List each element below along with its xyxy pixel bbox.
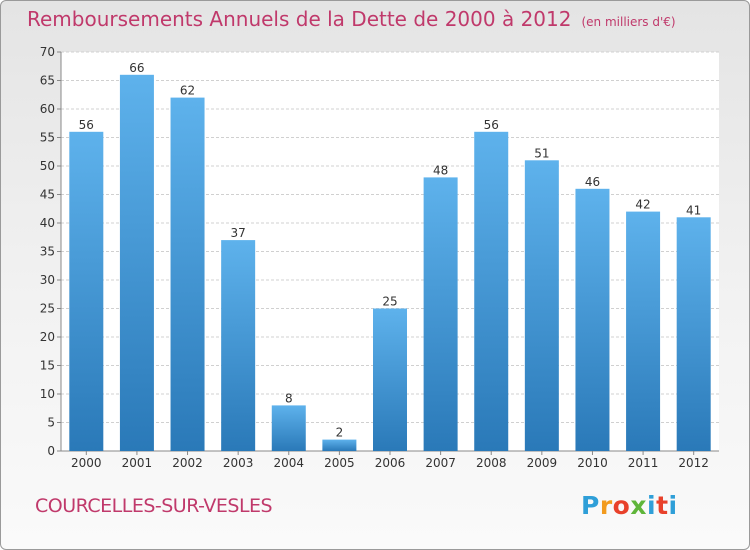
y-tick-label: 25 <box>40 302 55 316</box>
y-tick-label: 0 <box>47 444 55 458</box>
data-label-2003: 37 <box>231 226 246 240</box>
x-tick-label-2002: 2002 <box>172 456 203 470</box>
x-tick-label-2011: 2011 <box>628 456 659 470</box>
chart-title-text: Remboursements Annuels de la Dette de 20… <box>27 7 572 31</box>
y-tick-label: 15 <box>40 359 55 373</box>
y-tick-label: 20 <box>40 330 55 344</box>
bar-2001 <box>119 74 154 452</box>
x-tick-label-2009: 2009 <box>527 456 558 470</box>
bar-2006 <box>373 308 407 451</box>
data-label-2002: 62 <box>180 84 195 98</box>
y-tick-label: 40 <box>40 216 55 230</box>
bar-2011 <box>626 211 661 451</box>
x-tick-label-2003: 2003 <box>223 456 254 470</box>
bar-2003 <box>221 240 256 451</box>
proxiti-logo: Proxiti <box>581 491 678 520</box>
data-label-2009: 51 <box>534 146 549 160</box>
x-tick-label-2008: 2008 <box>476 456 507 470</box>
bar-2002 <box>170 97 205 451</box>
x-tick-label-2001: 2001 <box>122 456 153 470</box>
bar-2010 <box>575 188 610 452</box>
x-tick-label-2012: 2012 <box>678 456 709 470</box>
bar-2007 <box>423 177 458 451</box>
data-label-2005: 2 <box>336 426 344 440</box>
x-tick-label-2000: 2000 <box>71 456 102 470</box>
chart-unit: (en milliers d'€) <box>581 15 676 29</box>
x-tick-label-2006: 2006 <box>375 456 406 470</box>
bar-2008 <box>474 131 509 452</box>
bar-2005 <box>322 439 357 451</box>
y-tick-label: 10 <box>40 387 55 401</box>
bar-2009 <box>524 160 559 452</box>
y-tick-label: 5 <box>47 416 55 430</box>
bar-2004 <box>271 405 306 451</box>
data-label-2001: 66 <box>129 61 144 75</box>
y-tick-label: 35 <box>40 245 55 259</box>
y-tick-label: 60 <box>40 102 55 116</box>
y-tick-label: 65 <box>40 74 55 88</box>
data-label-2008: 56 <box>484 118 499 132</box>
y-tick-label: 70 <box>40 45 55 59</box>
data-label-2006: 25 <box>382 295 397 309</box>
y-tick-label: 45 <box>40 188 55 202</box>
x-tick-label-2010: 2010 <box>577 456 608 470</box>
data-label-2004: 8 <box>285 391 293 405</box>
data-label-2000: 56 <box>79 118 94 132</box>
x-tick-label-2007: 2007 <box>425 456 456 470</box>
chart-title: Remboursements Annuels de la Dette de 20… <box>27 7 676 31</box>
x-tick-label-2005: 2005 <box>324 456 355 470</box>
data-label-2012: 41 <box>686 203 701 217</box>
y-tick-label: 55 <box>40 131 55 145</box>
data-label-2007: 48 <box>433 163 448 177</box>
commune-name: COURCELLES-SUR-VESLES <box>35 495 273 517</box>
data-label-2010: 46 <box>585 175 600 189</box>
bar-2000 <box>69 131 104 452</box>
x-tick-label-2004: 2004 <box>273 456 304 470</box>
y-tick-label: 50 <box>40 159 55 173</box>
y-tick-label: 30 <box>40 273 55 287</box>
data-label-2011: 42 <box>635 198 650 212</box>
bar-2012 <box>676 217 711 451</box>
